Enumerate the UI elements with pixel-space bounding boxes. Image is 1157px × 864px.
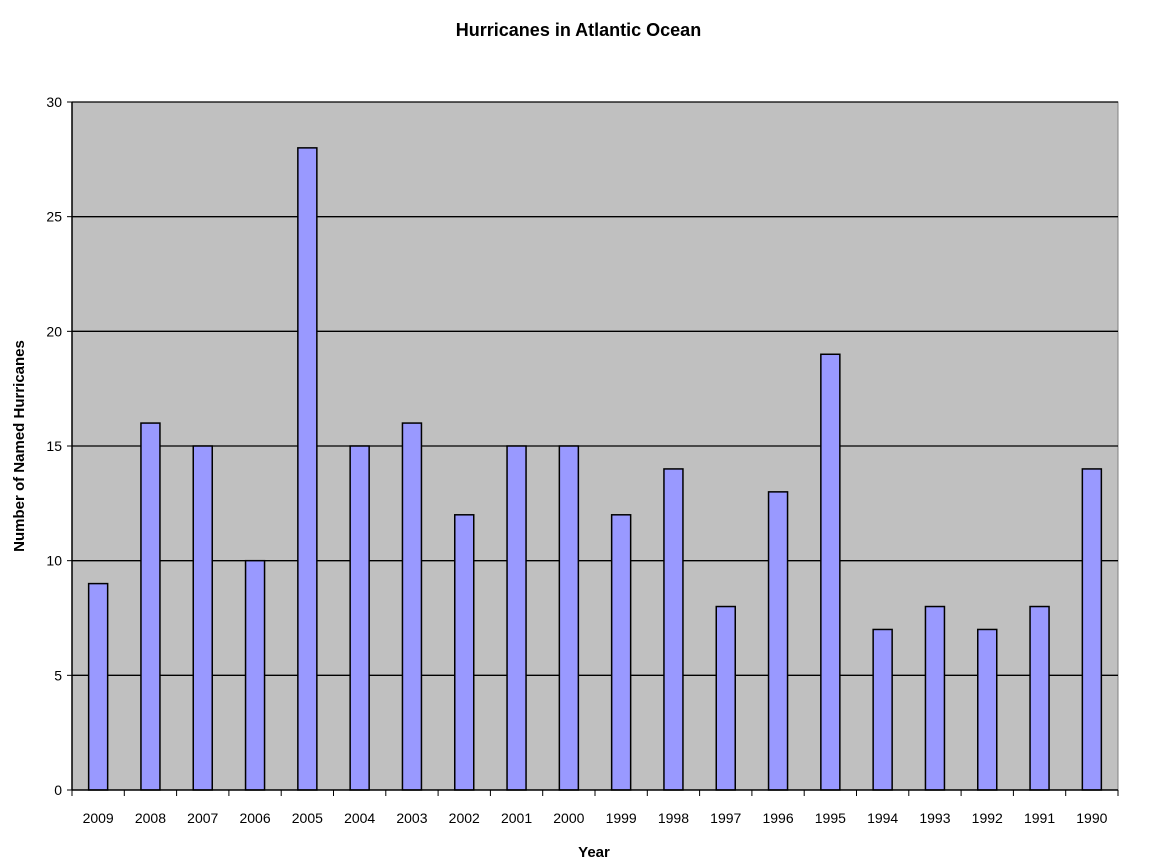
y-tick-label: 10 [46, 553, 62, 569]
x-tick-label: 2002 [449, 810, 480, 826]
bar [192, 445, 213, 791]
y-axis-label: Number of Named Hurricanes [11, 340, 28, 552]
y-tick-label: 0 [54, 782, 62, 798]
x-tick-label: 1999 [606, 810, 637, 826]
bar [715, 605, 736, 791]
bar [820, 353, 841, 791]
y-tick-label: 20 [46, 323, 62, 339]
y-tick-labels: 0 5 10 15 20 25 30 [46, 94, 62, 798]
bar [977, 628, 998, 791]
x-tick-label: 1990 [1076, 810, 1107, 826]
bar [244, 559, 266, 791]
bar [506, 445, 527, 791]
bar [767, 491, 789, 791]
x-tick-label: 1994 [867, 810, 898, 826]
x-tick-label: 1995 [815, 810, 846, 826]
bar [1081, 468, 1103, 791]
x-tick-label: 2001 [501, 810, 532, 826]
y-tick-label: 5 [54, 667, 62, 683]
bar [1029, 605, 1050, 791]
x-tick-label: 2007 [187, 810, 218, 826]
bar [610, 514, 632, 791]
x-tick-label: 2005 [292, 810, 323, 826]
bar [401, 422, 423, 791]
bar [140, 422, 161, 791]
x-tick-labels: 2009 2008 2007 2006 2005 2004 2003 2002 2001 2000… [83, 810, 1108, 826]
x-tick-label: 2000 [553, 810, 584, 826]
y-tick-label: 15 [46, 438, 62, 454]
x-tick-label: 1993 [919, 810, 950, 826]
x-tick-label: 1996 [762, 810, 793, 826]
bar [663, 468, 684, 791]
bar [872, 628, 893, 791]
x-tick-label: 1998 [658, 810, 689, 826]
x-tick-label: 1991 [1024, 810, 1055, 826]
x-tick-label: 2006 [239, 810, 270, 826]
x-tick-label: 1992 [972, 810, 1003, 826]
x-tick-label: 1997 [710, 810, 741, 826]
bar [558, 445, 580, 791]
x-tick-label: 2009 [83, 810, 114, 826]
bars [87, 147, 1103, 791]
y-tick-label: 30 [46, 94, 62, 110]
bar [924, 605, 946, 791]
bar [454, 514, 475, 791]
x-tick-label: 2004 [344, 810, 375, 826]
bar [87, 582, 109, 791]
bar [349, 445, 370, 791]
x-tick-label: 2003 [396, 810, 427, 826]
y-tick-label: 25 [46, 209, 62, 225]
chart-title: Hurricanes in Atlantic Ocean [455, 20, 702, 40]
axes [67, 101, 1119, 796]
x-tick-label: 2008 [135, 810, 166, 826]
bar [297, 147, 318, 791]
x-axis-label: Year [578, 844, 610, 861]
